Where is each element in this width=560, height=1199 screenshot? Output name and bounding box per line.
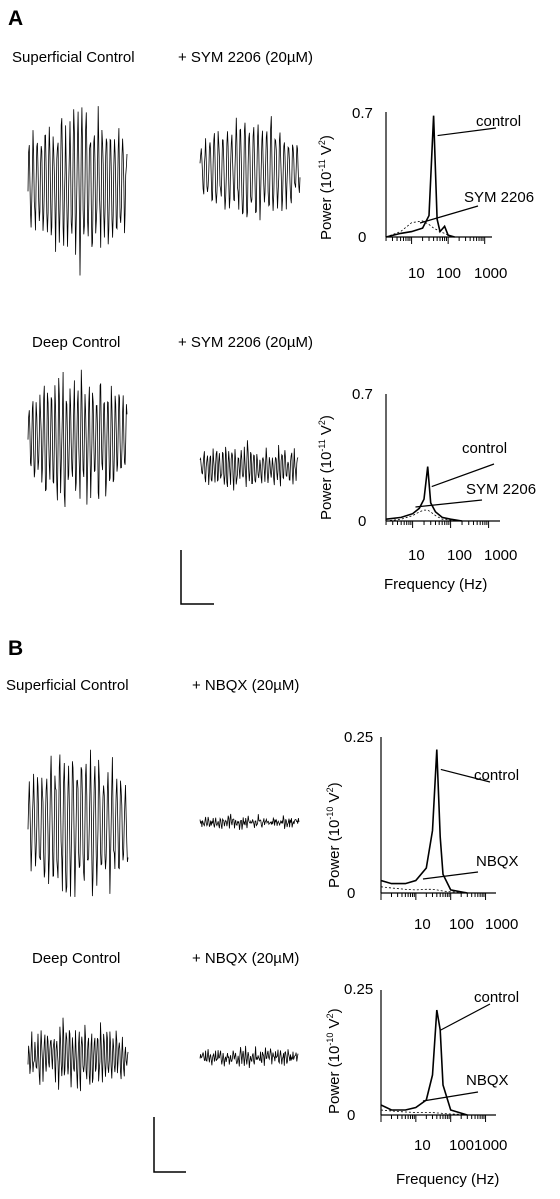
a1-control-leader (437, 127, 497, 137)
a2-control-label: control (462, 440, 508, 457)
b1-xtick-1000: 1000 (485, 916, 519, 933)
b1-xtick-100: 100 (449, 916, 475, 933)
a2-ymin-label: 0 (358, 513, 367, 530)
b2-control-label: control (474, 989, 520, 1006)
a2-xtick-100: 100 (447, 547, 473, 564)
b-superficial-nbqx-trace (199, 813, 300, 830)
panel-b-letter: B (8, 637, 24, 660)
a1-drug-leader (419, 205, 479, 224)
a2-control-leader (431, 463, 495, 488)
b1-xtick-10: 10 (414, 916, 431, 933)
b2-series-drug (380, 1109, 468, 1115)
b1-series-control (380, 749, 468, 894)
b2-control-leader (440, 1003, 491, 1031)
scale-bar-a (180, 550, 214, 605)
a1-ymax-label: 0.7 (352, 105, 373, 122)
a1-control-label: control (476, 113, 522, 130)
b2-xlabel: Frequency (Hz) (396, 1171, 500, 1188)
a2-xtick-10: 10 (408, 547, 425, 564)
b1-series-drug (380, 886, 468, 893)
b-deep-control-trace (27, 1017, 129, 1092)
b1-ymin-label: 0 (347, 885, 356, 902)
scale-bars (153, 550, 214, 1173)
b-superficial-drug-label: + NBQX (20µM) (192, 677, 300, 694)
a1-xtick-10: 10 (408, 265, 425, 282)
a1-series-control (385, 115, 455, 238)
a-deep-control-label: Deep Control (32, 334, 121, 351)
b2-xtick-1001000: 1001000 (449, 1137, 508, 1154)
b-superficial-control-trace (27, 749, 129, 898)
lfp-traces (27, 106, 301, 1092)
a2-ymax-label: 0.7 (352, 386, 373, 403)
a2-drug-label: SYM 2206 (466, 481, 537, 498)
a-superficial-drug-label: + SYM 2206 (20µM) (178, 49, 313, 66)
b2-drug-label: NBQX (466, 1072, 509, 1089)
b2-series-control (380, 1009, 468, 1116)
b2-ymin-label: 0 (347, 1107, 356, 1124)
a1-xtick-100: 100 (436, 265, 462, 282)
b-superficial-control-label: Superficial Control (6, 677, 129, 694)
b1-control-leader (440, 768, 491, 783)
b1-drug-leader (422, 871, 479, 880)
b1-control-label: control (474, 767, 520, 784)
b-deep-nbqx-trace (199, 1045, 299, 1069)
a-deep-sym-trace (199, 440, 299, 491)
power-spectra (380, 112, 500, 1122)
b1-ymax-label: 0.25 (344, 729, 374, 746)
a1-xtick-1000: 1000 (474, 265, 508, 282)
a-deep-drug-label: + SYM 2206 (20µM) (178, 334, 313, 351)
b-deep-drug-label: + NBQX (20µM) (192, 950, 300, 967)
a-deep-control-trace (27, 369, 128, 508)
a-superficial-sym-trace (199, 116, 301, 221)
a2-series-control (385, 466, 463, 522)
a-superficial-control-label: Superficial Control (12, 49, 135, 66)
scale-bar-b (153, 1117, 186, 1173)
a-superficial-control-trace (27, 106, 128, 276)
a1-drug-label: SYM 2206 (464, 189, 535, 206)
b2-drug-leader (422, 1091, 479, 1102)
a2-drug-leader (415, 499, 483, 508)
b1-drug-label: NBQX (476, 853, 519, 870)
a2-xtick-1000: 1000 (484, 547, 518, 564)
b2-ymax-label: 0.25 (344, 981, 374, 998)
b-deep-control-label: Deep Control (32, 950, 121, 967)
a1-ymin-label: 0 (358, 229, 367, 246)
panel-a-letter: A (8, 7, 24, 30)
a1-series-drug (385, 220, 455, 238)
a2-xlabel: Frequency (Hz) (384, 576, 488, 593)
b2-xtick-10: 10 (414, 1137, 431, 1154)
